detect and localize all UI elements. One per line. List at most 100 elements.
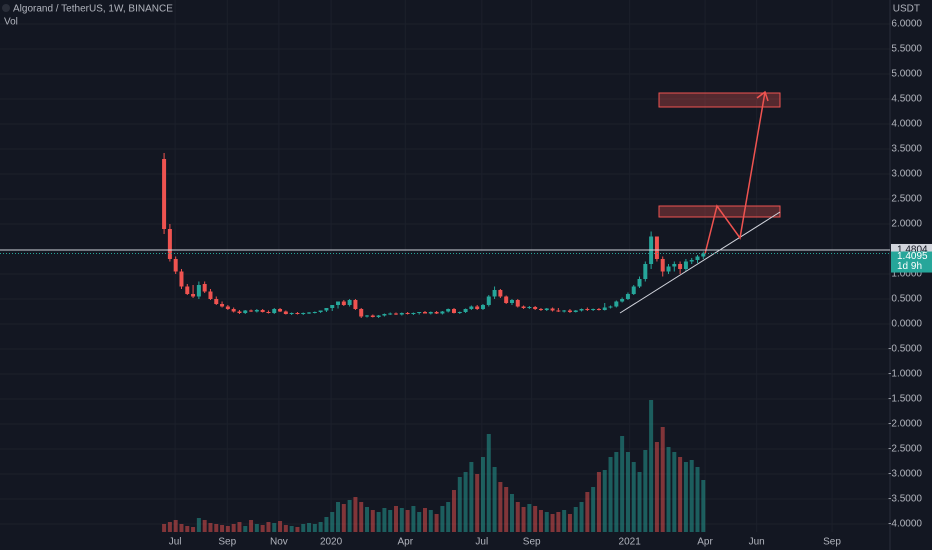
y-tick-label: 2.0000 (891, 219, 922, 230)
volume-bar (353, 497, 358, 532)
volume-bar (370, 510, 375, 532)
candle-body (469, 306, 474, 309)
volume-bar (573, 507, 578, 532)
candle-body (637, 279, 642, 287)
candle-body (683, 261, 688, 269)
volume-bar (509, 494, 514, 532)
volume-bar (689, 460, 694, 532)
candle-body (185, 286, 190, 294)
volume-bar (434, 514, 439, 532)
volume-bar (550, 514, 555, 532)
volume-bar (162, 524, 167, 532)
candle-body (486, 296, 491, 305)
candle-body (672, 264, 677, 267)
candle-body (556, 310, 561, 312)
candle-body (475, 306, 480, 309)
candle-body (341, 301, 346, 305)
candle-body (422, 312, 427, 314)
volume-bar (643, 450, 648, 532)
candle-body (515, 300, 520, 307)
candle-body (225, 306, 230, 309)
volume-bar (527, 504, 532, 532)
candle-body (405, 313, 410, 314)
volume-bar (596, 472, 601, 532)
volume-bar (301, 524, 306, 532)
volume-bar (625, 452, 630, 532)
x-tick-label: 2021 (619, 537, 642, 548)
volume-bar (544, 512, 549, 532)
volume-bar (666, 447, 671, 532)
candle-body (347, 300, 352, 305)
volume-bar (672, 452, 677, 532)
volume-bar (266, 522, 271, 532)
volume-bar (556, 512, 561, 532)
volume-bar (208, 523, 213, 532)
y-tick-label: 5.0000 (891, 69, 922, 80)
volume-bar (167, 522, 172, 532)
volume-bar (330, 512, 335, 532)
candle-body (440, 311, 445, 314)
candle-body (417, 312, 422, 313)
volume-bar (504, 487, 509, 532)
candle-body (289, 313, 294, 314)
volume-bar (654, 442, 659, 532)
volume-bar (405, 510, 410, 532)
symbol-title: Algorand / TetherUS, 1W, BINANCE (13, 4, 173, 15)
candle-body (457, 312, 462, 313)
volume-bar (480, 457, 485, 532)
volume-bar (451, 490, 456, 532)
candle-body (167, 229, 172, 259)
volume-bar (196, 518, 201, 532)
candle-body (602, 307, 607, 310)
volume-bar (649, 400, 654, 532)
candle-body (231, 309, 236, 312)
price-axis-bg (890, 0, 932, 550)
candle-body (307, 312, 312, 314)
volume-bar (324, 517, 329, 532)
volume-bar (191, 527, 196, 532)
x-tick-label: Sep (823, 537, 841, 548)
y-tick-label: -2.0000 (888, 419, 922, 430)
indicator-label: Vol (4, 17, 18, 28)
candle-body (498, 290, 503, 297)
candle-body (625, 294, 630, 299)
candle-body (562, 310, 567, 312)
x-tick-label: Sep (523, 537, 541, 548)
y-tick-label: -2.5000 (888, 444, 922, 455)
volume-bar (678, 457, 683, 532)
volume-bar (440, 506, 445, 532)
y-tick-label: -0.5000 (888, 344, 922, 355)
volume-bar (469, 462, 474, 532)
symbol-icon (2, 4, 10, 12)
volume-bar (231, 524, 236, 532)
price-axis: USDT 6.0000 5.5000 5.0000 4.5000 4.0000 3.500… (888, 0, 932, 550)
volume-bar (515, 502, 520, 532)
candle-body (272, 309, 277, 313)
last-price-label: 1.4095 (897, 251, 928, 262)
volume-bar (249, 520, 254, 532)
candle-body (370, 315, 375, 317)
y-tick-label: 6.0000 (891, 19, 922, 30)
candle-body (451, 309, 456, 313)
resistance-box (658, 205, 781, 218)
grid (0, 0, 890, 532)
candle-body (521, 306, 526, 308)
volume-bar (498, 482, 503, 532)
volume-bar (307, 523, 312, 532)
volume-bar (660, 427, 665, 532)
candle-body (596, 309, 601, 310)
volume-bar (683, 462, 688, 532)
candle-body (254, 310, 259, 312)
candle-body (173, 259, 178, 272)
x-tick-label: Apr (697, 537, 713, 548)
candle-body (504, 296, 509, 303)
volume-bar (567, 514, 572, 532)
volume-bar (382, 508, 387, 532)
candle-body (567, 310, 572, 312)
candle-body (208, 291, 213, 299)
candle-body (359, 309, 364, 317)
candle-body (480, 305, 485, 309)
candle-body (591, 309, 596, 310)
volume-bar (185, 526, 190, 532)
